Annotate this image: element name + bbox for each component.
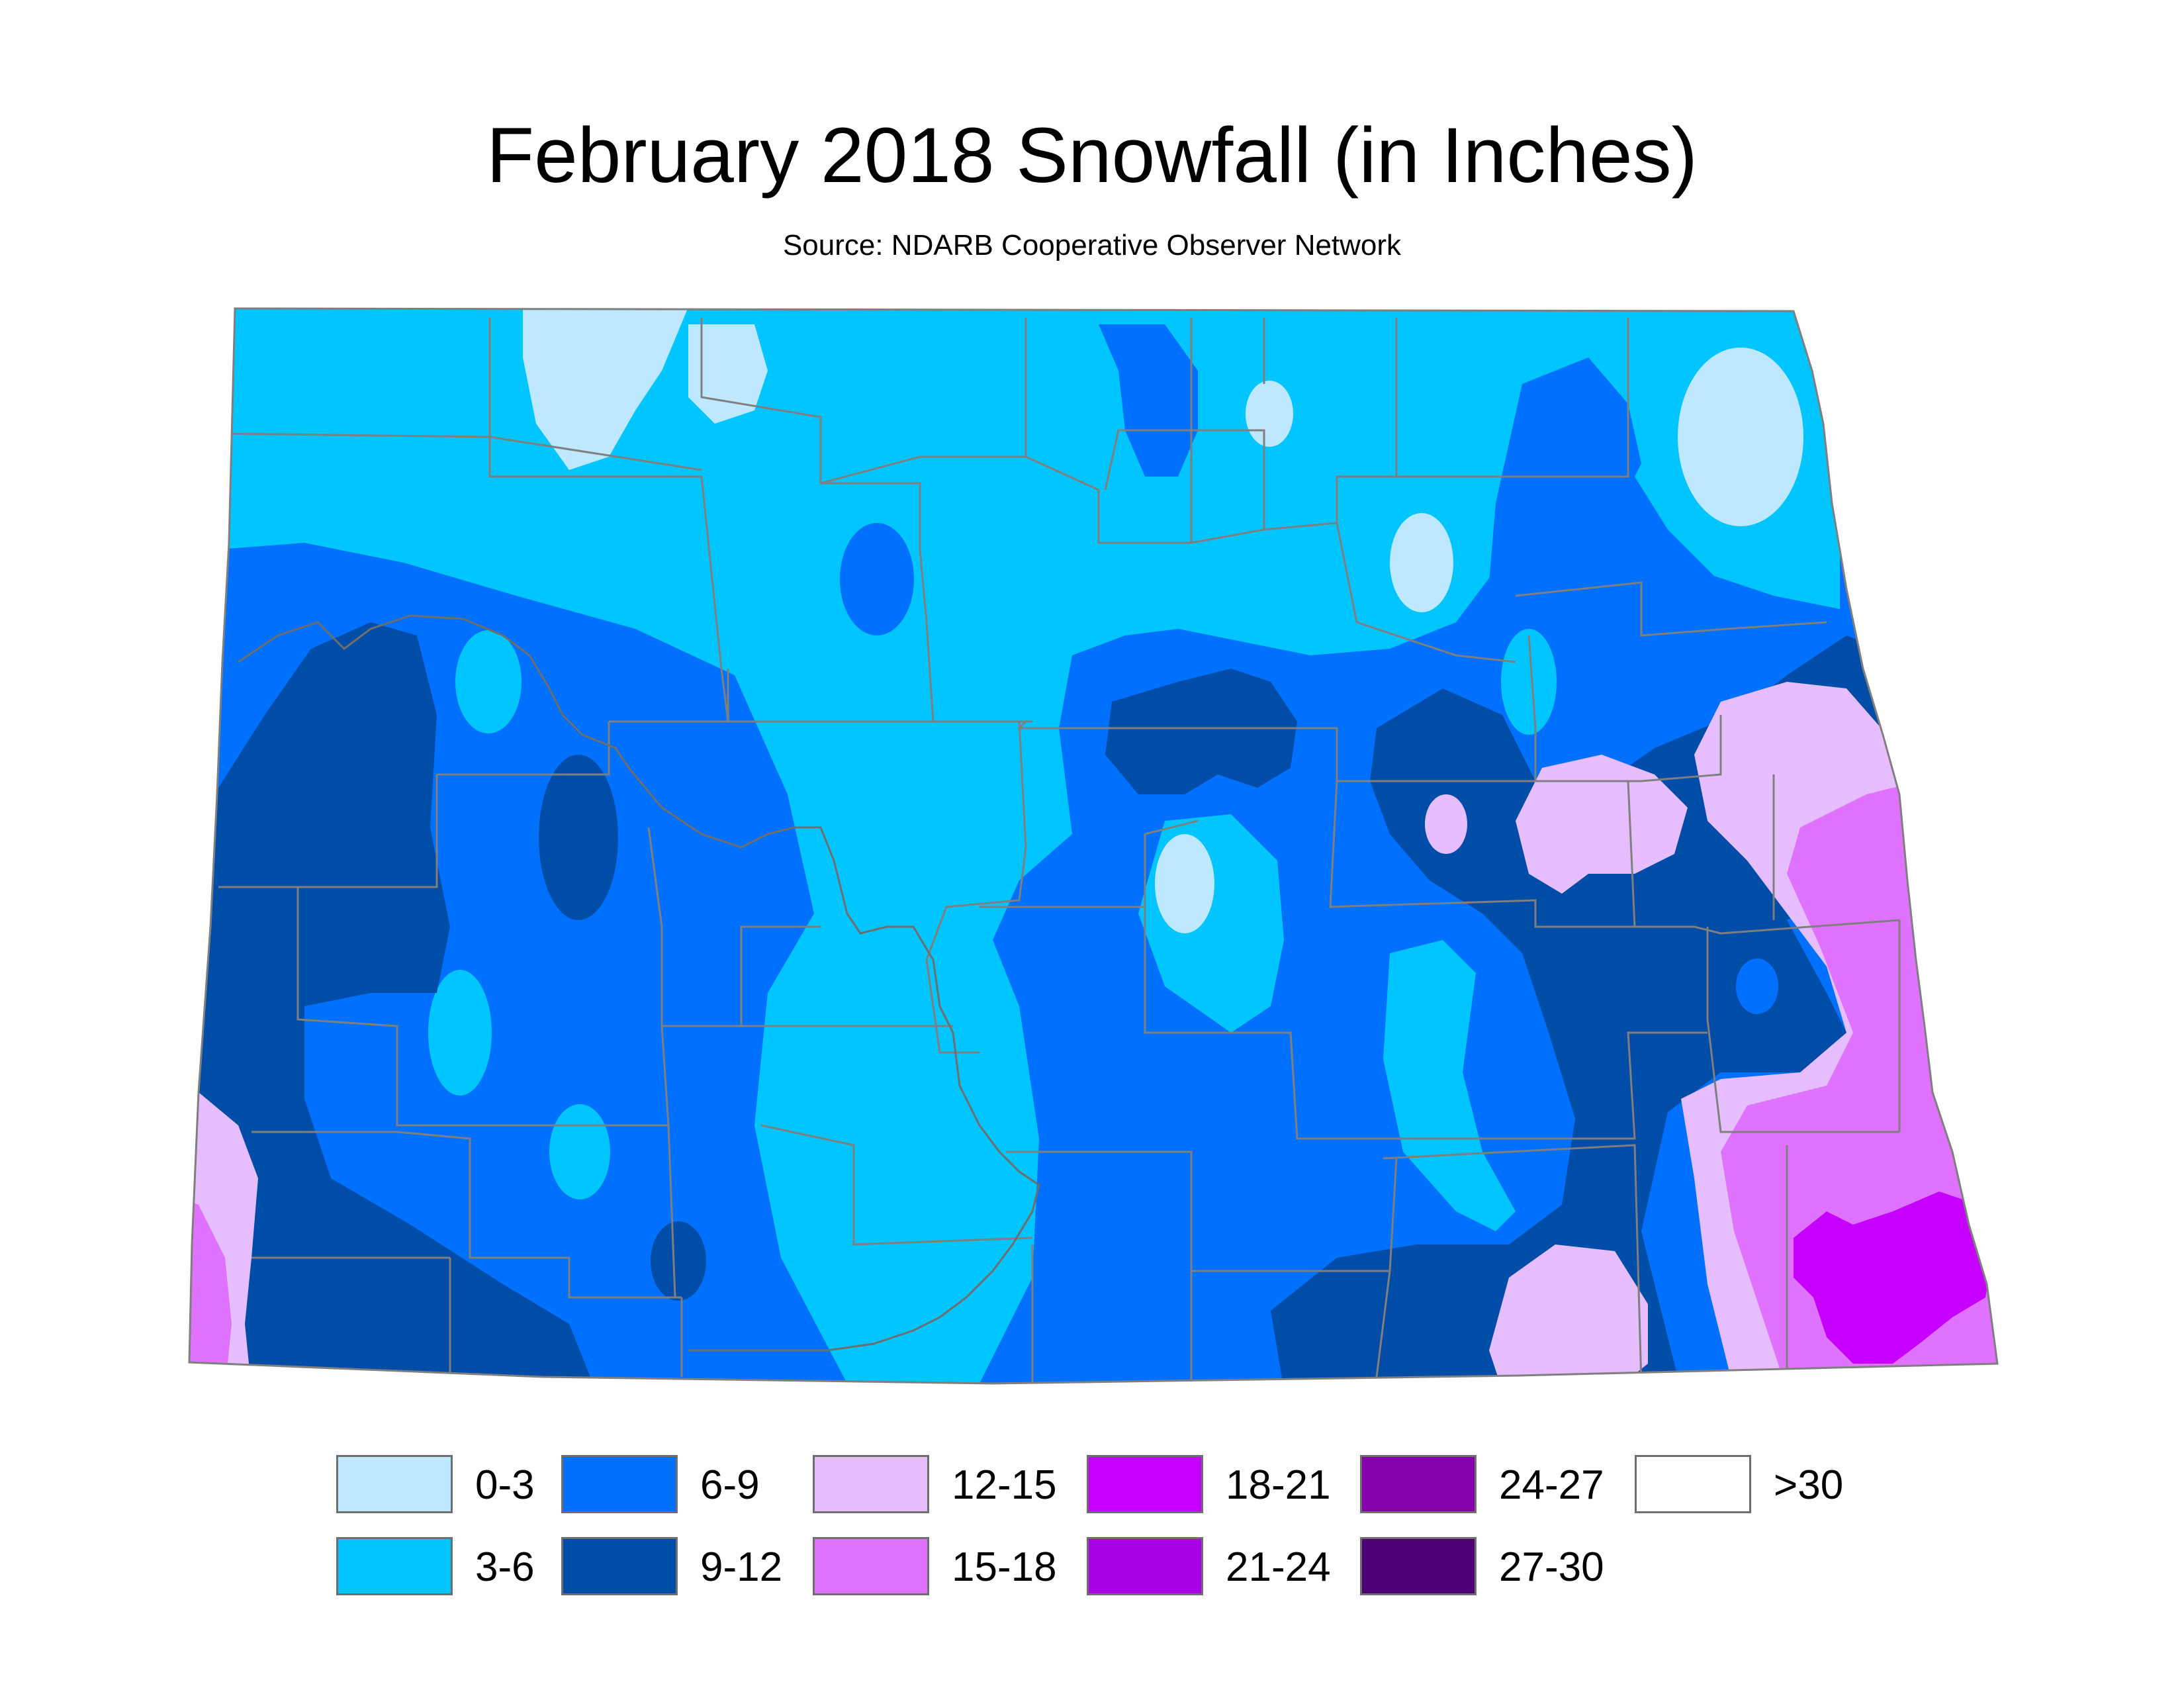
zone-3-6-island-4 — [1501, 629, 1557, 735]
legend-swatch — [336, 1537, 453, 1595]
legend-label: >30 — [1774, 1462, 1844, 1508]
zone-0-3-north-1 — [523, 308, 695, 470]
legend-label: 3-6 — [475, 1544, 535, 1590]
zone-0-3-island-4 — [1155, 834, 1214, 933]
legend-label: 12-15 — [952, 1462, 1057, 1508]
legend-swatch — [1360, 1537, 1477, 1595]
legend-label: 27-30 — [1499, 1544, 1604, 1590]
legend-swatch — [1087, 1455, 1203, 1513]
zone-12-15-island-2 — [1489, 1244, 1648, 1383]
legend-label: 24-27 — [1499, 1462, 1604, 1508]
snowfall-zones — [189, 308, 1997, 1383]
zone-9-12-island-1 — [539, 755, 618, 920]
legend-swatch — [336, 1455, 453, 1513]
missouri-river — [238, 614, 1040, 1352]
zone-6-9-island-3 — [1489, 357, 1641, 622]
zone-6-9-island-2 — [1099, 324, 1198, 477]
zone-12-15-island-1 — [1516, 755, 1688, 894]
zone-6-9-island-4 — [1736, 959, 1778, 1014]
zone-0-3-island-5 — [1425, 794, 1467, 854]
legend-label: 0-3 — [475, 1462, 535, 1508]
legend-swatch — [1635, 1455, 1751, 1513]
zone-6-9-island-1 — [840, 523, 914, 635]
zone-9-12-island-2 — [651, 1221, 706, 1301]
legend-label: 9-12 — [700, 1544, 783, 1590]
zone-0-3-island-3 — [1678, 348, 1803, 526]
zone-3-6-island-5 — [1383, 940, 1516, 1231]
zone-0-3-island-2 — [1390, 513, 1453, 612]
zone-3-6-island-3 — [549, 1104, 610, 1199]
legend-swatch — [813, 1537, 929, 1595]
zone-15-18-southwest — [189, 1192, 232, 1383]
map-subtitle: Source: NDARB Cooperative Observer Netwo… — [782, 229, 1402, 261]
legend-swatch — [561, 1455, 678, 1513]
zone-3-6-island-2 — [428, 970, 492, 1096]
county-boundaries — [218, 318, 1901, 1383]
legend-label: 15-18 — [952, 1544, 1057, 1590]
legend-label: 6-9 — [700, 1462, 760, 1508]
legend-swatch — [813, 1455, 929, 1513]
legend-label: 18-21 — [1226, 1462, 1331, 1508]
zone-9-12-central — [1105, 669, 1297, 794]
legend-swatch — [1087, 1537, 1203, 1595]
legend-label: 21-24 — [1226, 1544, 1331, 1590]
zone-9-12-west — [189, 622, 596, 1383]
legend-swatch — [1360, 1455, 1477, 1513]
legend-swatch — [561, 1537, 678, 1595]
map-title: February 2018 Snowfall (in Inches) — [486, 112, 1698, 199]
zone-18-21-southeast — [1794, 1192, 1992, 1364]
zone-3-6-island-1 — [455, 630, 522, 733]
